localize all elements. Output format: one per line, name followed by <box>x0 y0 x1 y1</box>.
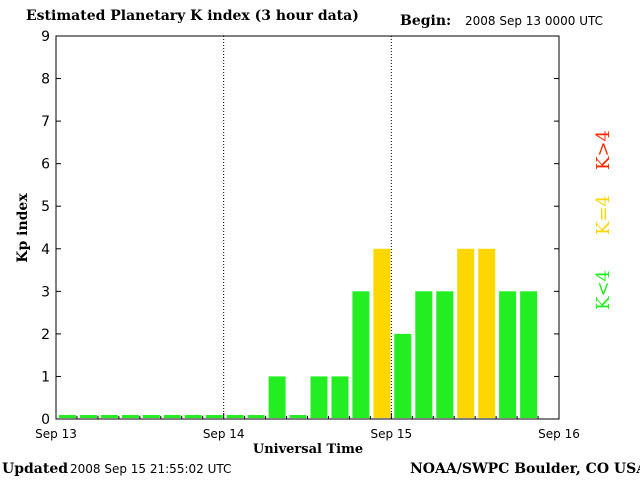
legend-entry: K>4 <box>593 130 614 170</box>
legend-entry: K<4 <box>593 270 614 310</box>
kp-bar <box>163 415 181 418</box>
kp-bar <box>499 291 517 418</box>
kp-bar <box>142 415 160 418</box>
begin-date: 2008 Sep 13 0000 UTC <box>465 14 604 28</box>
x-tick-label: Sep 13 <box>35 427 77 441</box>
kp-bar <box>184 415 202 418</box>
kp-bar <box>100 415 118 418</box>
y-tick-label: 8 <box>41 72 50 88</box>
kp-bar <box>226 415 244 418</box>
kp-bar <box>268 376 286 418</box>
kp-bar <box>59 415 76 418</box>
kp-bar <box>415 291 433 418</box>
y-tick-label: 9 <box>41 29 50 45</box>
kp-bar <box>520 291 538 418</box>
y-tick-label: 5 <box>41 199 50 215</box>
kp-bar <box>352 291 370 418</box>
kp-bar <box>457 248 475 418</box>
x-tick-label: Sep 16 <box>538 427 580 441</box>
y-tick-label: 4 <box>41 242 50 258</box>
x-tick-label: Sep 15 <box>370 427 412 441</box>
bars-layer <box>59 248 538 418</box>
updated-timestamp: 2008 Sep 15 21:55:02 UTC <box>70 462 232 476</box>
y-ticks: 0 1 2 3 4 5 6 7 8 9 <box>41 29 559 428</box>
x-tick-label: Sep 14 <box>203 427 245 441</box>
credit-text: NOAA/SWPC Boulder, CO USA <box>410 461 640 477</box>
kp-bar <box>436 291 454 418</box>
x-axis-label: Universal Time <box>253 442 363 457</box>
kp-bar <box>394 333 412 418</box>
x-ticks: Sep 13 Sep 14 Sep 15 Sep 16 <box>35 413 580 441</box>
y-tick-label: 7 <box>41 114 50 130</box>
y-tick-label: 0 <box>41 412 50 428</box>
kp-bar <box>310 376 328 418</box>
updated-label: Updated <box>2 461 69 477</box>
y-tick-label: 3 <box>41 284 50 300</box>
grid-layer <box>223 36 392 419</box>
y-tick-label: 6 <box>41 157 50 173</box>
kp-bar <box>331 376 349 418</box>
kp-bar <box>247 415 265 418</box>
kp-bar <box>80 415 97 418</box>
kp-bar <box>478 248 496 418</box>
y-tick-label: 1 <box>41 369 50 385</box>
kp-bar <box>121 415 139 418</box>
kp-bar <box>289 415 307 418</box>
begin-label: Begin: <box>400 13 452 29</box>
kp-bar <box>373 248 391 418</box>
kp-bar <box>205 415 223 418</box>
chart-title: Estimated Planetary K index (3 hour data… <box>26 8 359 24</box>
legend-entry: K=4 <box>593 195 614 235</box>
legend: K>4 K=4 K<4 <box>593 130 614 310</box>
y-tick-label: 2 <box>41 327 50 343</box>
y-axis-label: Kp index <box>15 193 31 263</box>
